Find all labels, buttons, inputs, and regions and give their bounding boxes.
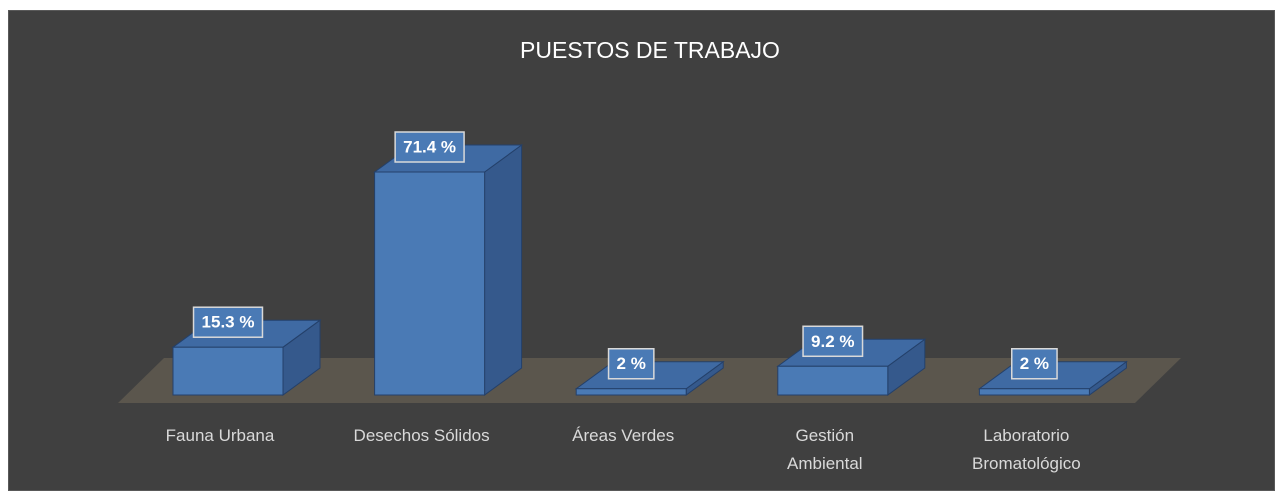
chart-background	[8, 10, 1275, 491]
data-label-box	[192, 306, 264, 338]
data-label-box	[394, 131, 465, 163]
bar	[777, 365, 889, 396]
data-label: 15.3 %	[202, 313, 255, 332]
chart-title: PUESTOS DE TRABAJO	[520, 37, 780, 63]
bar	[575, 388, 687, 396]
data-label: 9.2 %	[811, 332, 854, 351]
bar-side	[484, 144, 523, 396]
bar	[374, 171, 486, 396]
bar	[978, 388, 1090, 396]
data-label: 2 %	[1020, 354, 1049, 373]
data-label: 71.4 %	[403, 137, 456, 156]
x-tick-label: Áreas Verdes	[572, 426, 675, 445]
x-tick-label: Desechos Sólidos	[353, 426, 490, 445]
x-tick-label: Fauna Urbana	[165, 426, 275, 445]
data-label-box	[802, 325, 864, 358]
data-label-box	[1011, 348, 1058, 380]
x-tick-label: Laboratorio Bromatológico	[972, 426, 1081, 473]
data-label: 2 %	[617, 354, 646, 373]
data-label-box	[607, 348, 655, 380]
bar	[172, 346, 284, 396]
x-tick-label: Gestión Ambiental	[786, 426, 863, 473]
